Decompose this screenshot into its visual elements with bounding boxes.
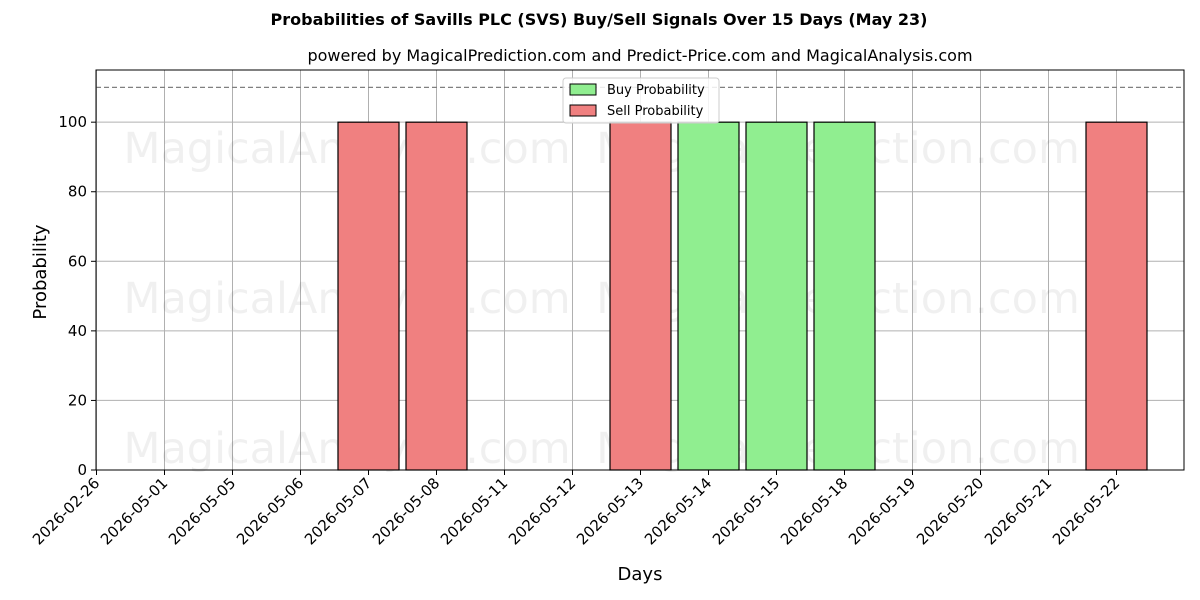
y-tick-label: 60 [68, 252, 87, 270]
x-tick-label: 2026-05-01 [97, 474, 171, 548]
y-tick-label: 80 [68, 183, 87, 201]
sell-bar [609, 121, 672, 471]
watermarks: MagicalAnalysis.comMagicalPrediction.com… [123, 124, 1080, 474]
y-tick-label: 40 [68, 322, 87, 340]
chart-title: Probabilities of Savills PLC (SVS) Buy/S… [271, 10, 928, 29]
x-tick-label: 2026-05-14 [641, 474, 715, 548]
legend-swatch [569, 104, 597, 117]
y-tick-label: 0 [77, 461, 87, 479]
buy-bar [677, 121, 740, 471]
x-tick-label: 2026-05-22 [1049, 474, 1123, 548]
y-axis-label: Probability [30, 224, 51, 319]
x-tick-label: 2026-05-11 [437, 474, 511, 548]
legend-swatch [569, 83, 597, 96]
chart-subtitle: powered by MagicalPrediction.com and Pre… [307, 46, 972, 65]
x-tick-label: 2026-05-12 [505, 474, 579, 548]
x-axis-label: Days [618, 564, 663, 585]
legend-label: Sell Probability [607, 104, 704, 119]
legend-box [562, 77, 720, 124]
x-tick-label: 2026-05-15 [709, 474, 783, 548]
x-tick-label: 2026-05-21 [981, 474, 1055, 548]
x-tick-label: 2026-05-20 [913, 474, 987, 548]
y-tick-label: 20 [68, 391, 87, 409]
x-tick-label: 2026-05-18 [777, 474, 851, 548]
x-tick-label: 2026-05-13 [573, 474, 647, 548]
x-tick-label: 2026-05-19 [845, 474, 919, 548]
y-tick-label: 100 [58, 113, 87, 131]
sell-bar [337, 121, 400, 471]
buy-bar [813, 121, 876, 471]
legend: Buy Probability Sell Probability [562, 77, 720, 124]
x-tick-label: 2026-05-06 [233, 474, 307, 548]
legend-label: Buy Probability [607, 83, 705, 98]
x-tick-label: 2026-02-26 [29, 474, 103, 548]
x-tick-label: 2026-05-07 [301, 474, 375, 548]
sell-bar [405, 121, 468, 471]
x-tick-label: 2026-05-05 [165, 474, 239, 548]
buy-bar [745, 121, 808, 471]
sell-bar [1085, 121, 1148, 471]
bars [337, 121, 1148, 471]
x-tick-label: 2026-05-08 [369, 474, 443, 548]
